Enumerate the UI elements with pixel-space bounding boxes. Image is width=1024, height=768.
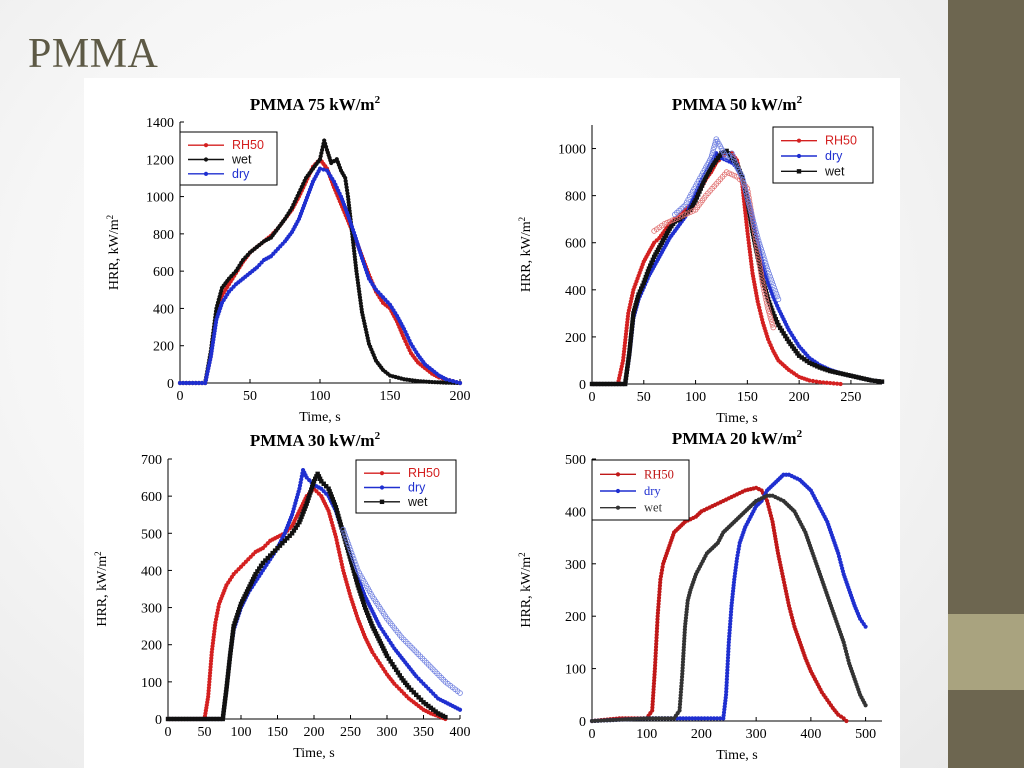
sidebar-decoration (948, 0, 1024, 768)
slide-title: PMMA (28, 31, 159, 77)
sidebar-accent-block (948, 614, 1024, 690)
content-panel (84, 78, 900, 768)
